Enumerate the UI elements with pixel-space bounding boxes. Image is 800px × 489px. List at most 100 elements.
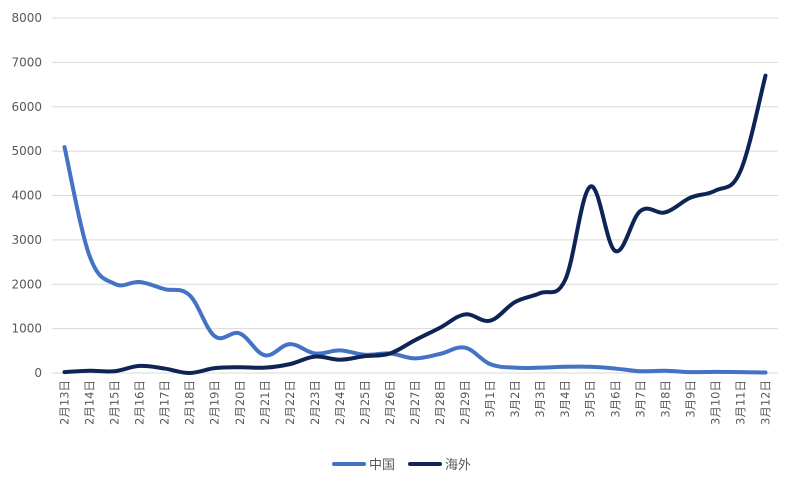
data-point bbox=[538, 366, 542, 370]
data-point bbox=[663, 210, 667, 214]
data-point bbox=[713, 189, 717, 193]
x-tick-label: 3月7日 bbox=[633, 380, 647, 418]
data-point bbox=[388, 351, 392, 355]
y-tick-label: 4000 bbox=[11, 189, 42, 203]
data-point bbox=[513, 366, 517, 370]
data-point bbox=[113, 282, 117, 286]
data-point bbox=[588, 365, 592, 369]
data-point bbox=[613, 249, 617, 253]
x-tick-label: 3月12日 bbox=[758, 380, 772, 425]
x-tick-label: 3月3日 bbox=[533, 380, 547, 418]
data-point bbox=[663, 369, 667, 373]
x-tick-label: 2月24日 bbox=[333, 380, 347, 425]
x-tick-label: 2月15日 bbox=[108, 380, 122, 425]
data-point bbox=[463, 312, 467, 316]
data-point bbox=[563, 278, 567, 282]
y-tick-label: 1000 bbox=[11, 322, 42, 336]
x-tick-label: 3月10日 bbox=[708, 380, 722, 425]
x-tick-label: 2月18日 bbox=[183, 380, 197, 425]
data-point bbox=[213, 366, 217, 370]
y-tick-label: 7000 bbox=[11, 55, 42, 69]
x-tick-label: 2月13日 bbox=[58, 380, 72, 425]
data-point bbox=[738, 370, 742, 374]
x-tick-label: 3月11日 bbox=[733, 380, 747, 425]
data-point bbox=[63, 370, 67, 374]
data-point bbox=[413, 338, 417, 342]
data-point bbox=[713, 370, 717, 374]
data-point bbox=[413, 356, 417, 360]
x-tick-label: 3月5日 bbox=[583, 380, 597, 418]
data-point bbox=[213, 334, 217, 338]
data-point bbox=[238, 365, 242, 369]
data-point bbox=[188, 371, 192, 375]
data-point bbox=[338, 348, 342, 352]
data-point bbox=[288, 362, 292, 366]
x-tick-label: 3月9日 bbox=[683, 380, 697, 418]
data-point bbox=[288, 342, 292, 346]
x-tick-label: 2月25日 bbox=[358, 380, 372, 425]
y-tick-label: 2000 bbox=[11, 277, 42, 291]
data-point bbox=[438, 326, 442, 330]
x-tick-label: 2月19日 bbox=[208, 380, 222, 425]
data-point bbox=[88, 254, 92, 258]
data-point bbox=[113, 369, 117, 373]
legend-label: 海外 bbox=[445, 458, 471, 473]
y-tick-label: 3000 bbox=[11, 233, 42, 247]
x-tick-label: 2月26日 bbox=[383, 380, 397, 425]
data-point bbox=[163, 367, 167, 371]
data-point bbox=[513, 300, 517, 304]
x-tick-label: 2月27日 bbox=[408, 380, 422, 425]
data-point bbox=[538, 291, 542, 295]
data-point bbox=[463, 346, 467, 350]
x-tick-label: 2月20日 bbox=[233, 380, 247, 425]
series-lines bbox=[62, 73, 768, 376]
data-point bbox=[488, 319, 492, 323]
data-point bbox=[363, 354, 367, 358]
series-line-0 bbox=[62, 145, 768, 375]
x-axis-ticks: 2月13日 2月14日 2月15日 2月16日 2月17日 2月18日 2月19日 2月20日… bbox=[58, 380, 773, 425]
data-point bbox=[638, 369, 642, 373]
data-point bbox=[263, 366, 267, 370]
x-tick-label: 3月1日 bbox=[483, 380, 497, 418]
y-tick-label: 6000 bbox=[11, 100, 42, 114]
data-point bbox=[638, 209, 642, 213]
data-point bbox=[488, 362, 492, 366]
data-point bbox=[63, 145, 67, 149]
x-tick-label: 2月22日 bbox=[283, 380, 297, 425]
data-point bbox=[138, 364, 142, 368]
y-axis-ticks: 0 1000 2000 3000 4000 5000 6000 7000 8000 bbox=[11, 11, 42, 380]
data-point bbox=[163, 287, 167, 291]
x-tick-label: 3月2日 bbox=[508, 380, 522, 418]
x-tick-label: 2月16日 bbox=[133, 380, 147, 425]
x-tick-label: 3月6日 bbox=[608, 380, 622, 418]
x-tick-label: 2月21日 bbox=[258, 380, 272, 425]
x-tick-label: 2月14日 bbox=[83, 380, 97, 425]
data-point bbox=[763, 74, 767, 78]
data-point bbox=[588, 185, 592, 189]
gridlines bbox=[52, 17, 778, 374]
data-point bbox=[238, 332, 242, 336]
data-point bbox=[688, 196, 692, 200]
data-point bbox=[313, 355, 317, 359]
data-point bbox=[338, 358, 342, 362]
y-tick-label: 5000 bbox=[11, 144, 42, 158]
legend: 中国 海外 bbox=[332, 458, 471, 473]
data-point bbox=[738, 169, 742, 173]
data-point bbox=[563, 365, 567, 369]
data-point bbox=[88, 369, 92, 373]
x-tick-label: 2月29日 bbox=[458, 380, 472, 425]
x-tick-label: 2月28日 bbox=[433, 380, 447, 425]
x-tick-label: 3月4日 bbox=[558, 380, 572, 418]
x-tick-label: 3月8日 bbox=[658, 380, 672, 418]
data-point bbox=[438, 352, 442, 356]
data-point bbox=[263, 353, 267, 357]
x-tick-label: 2月17日 bbox=[158, 380, 172, 425]
data-point bbox=[138, 280, 142, 284]
y-tick-label: 8000 bbox=[11, 11, 42, 25]
data-point bbox=[613, 367, 617, 371]
data-point bbox=[688, 370, 692, 374]
data-point bbox=[763, 371, 767, 375]
data-point bbox=[188, 293, 192, 297]
